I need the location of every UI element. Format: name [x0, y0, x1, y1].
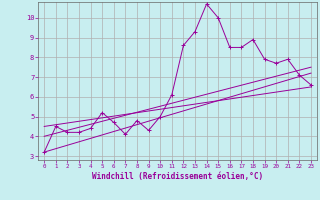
X-axis label: Windchill (Refroidissement éolien,°C): Windchill (Refroidissement éolien,°C) — [92, 172, 263, 181]
